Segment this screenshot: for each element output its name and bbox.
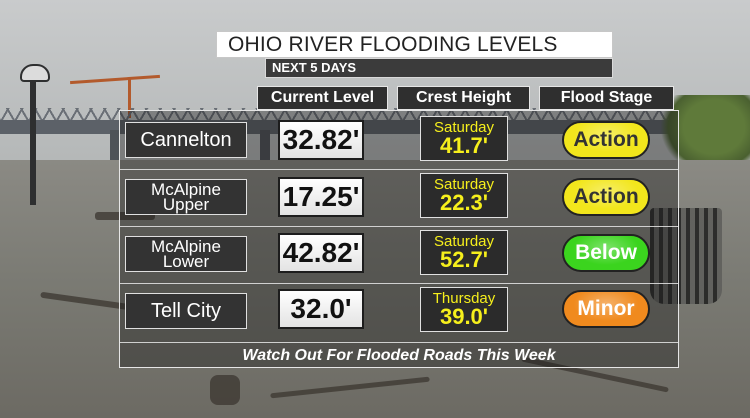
- crest-height-value: 41.7': [439, 133, 489, 158]
- subtitle-box: [265, 58, 613, 78]
- crest-height-value: 22.3': [439, 190, 489, 215]
- graphic-subtitle: NEXT 5 DAYS: [272, 60, 357, 75]
- bridge-pier: [260, 130, 270, 166]
- crest-height-box: Saturday 52.7': [420, 230, 508, 275]
- crest-day: Saturday: [433, 119, 495, 136]
- bridge-pier: [110, 130, 120, 166]
- city-name-line1: Tell City: [150, 299, 221, 322]
- flood-stage-badge: Action: [562, 178, 650, 216]
- crest-day: Thursday: [432, 290, 496, 307]
- floating-debris: [210, 375, 240, 405]
- lamp-head: [20, 64, 50, 82]
- row-divider: [119, 226, 679, 227]
- city-label: McAlpine Upper: [125, 179, 247, 215]
- current-level-value: 17.25': [278, 177, 364, 217]
- crest-height-value: 52.7': [439, 247, 489, 272]
- graphic-title: OHIO RIVER FLOODING LEVELS: [228, 33, 558, 56]
- title-box: [216, 31, 613, 58]
- crest-height-box: Thursday 39.0': [420, 287, 508, 332]
- crest-day: Saturday: [433, 233, 495, 250]
- flood-stage-badge: Minor: [562, 290, 650, 328]
- footer-warning: Watch Out For Flooded Roads This Week: [242, 347, 556, 364]
- city-name-line2: Upper: [162, 195, 210, 214]
- crest-height-box: Saturday 22.3': [420, 173, 508, 218]
- construction-crane-mast: [128, 78, 131, 118]
- row-divider: [119, 342, 679, 343]
- column-header-crest-height: Crest Height: [397, 86, 530, 110]
- floating-debris: [95, 212, 155, 220]
- city-label: Tell City: [125, 293, 247, 329]
- current-level-value: 42.82': [278, 233, 364, 273]
- trash-can: [650, 208, 722, 304]
- city-name-line2: Lower: [162, 252, 210, 271]
- city-label: McAlpine Lower: [125, 236, 247, 272]
- column-header-current-level: Current Level: [257, 86, 388, 110]
- city-name-line1: McAlpine: [151, 180, 221, 199]
- flood-stage-badge: Below: [562, 234, 650, 272]
- city-name-line1: Cannelton: [140, 128, 232, 151]
- column-header-flood-stage: Flood Stage: [539, 86, 674, 110]
- crest-day: Saturday: [433, 176, 495, 193]
- current-level-value: 32.82': [278, 120, 364, 160]
- row-divider: [119, 169, 679, 170]
- city-label: Cannelton: [125, 122, 247, 158]
- crest-height-box: Saturday 41.7': [420, 116, 508, 161]
- bridge-truss: [0, 108, 750, 122]
- current-level-value: 32.0': [278, 289, 364, 329]
- row-divider: [119, 283, 679, 284]
- lamp-post: [30, 75, 36, 205]
- city-name-line1: McAlpine: [151, 237, 221, 256]
- crest-height-value: 39.0': [439, 304, 489, 329]
- flood-stage-badge: Action: [562, 121, 650, 159]
